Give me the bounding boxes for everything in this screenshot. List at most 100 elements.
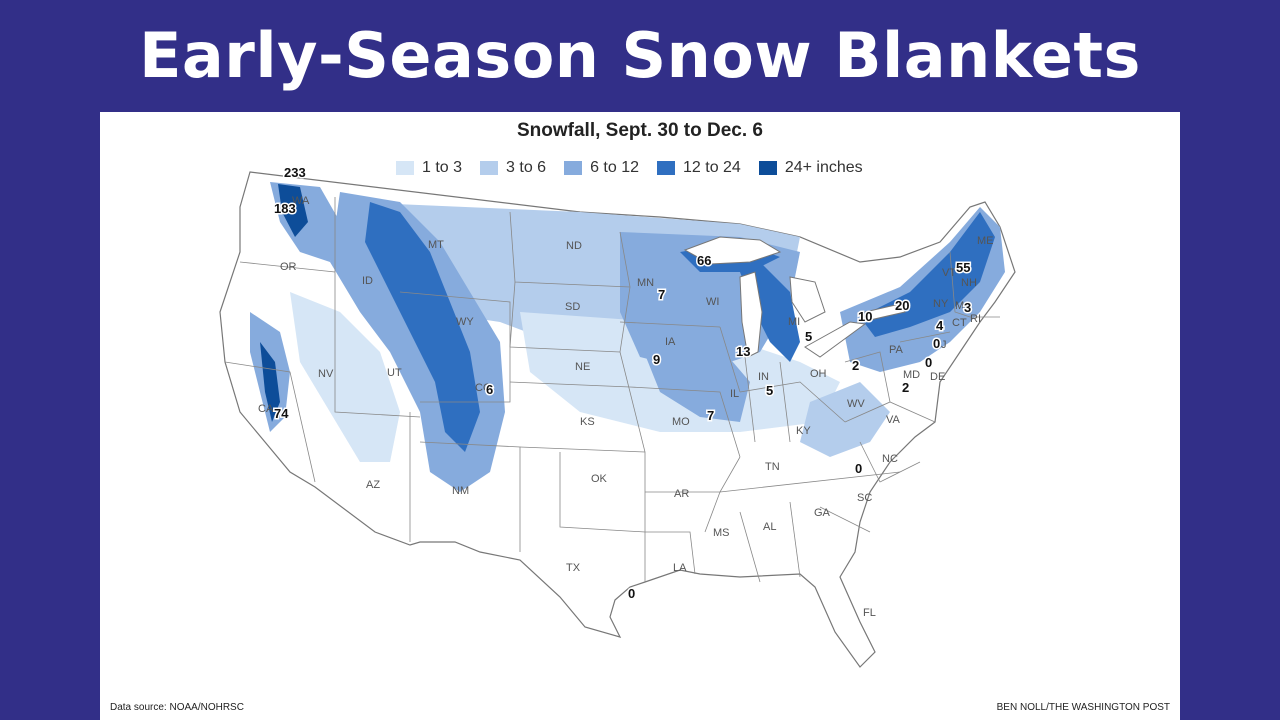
legend-item-5: 24+ inches xyxy=(758,159,863,177)
state-border xyxy=(719,326,741,393)
page-headline: Early-Season Snow Blankets xyxy=(139,19,1141,92)
state-label-co: CO xyxy=(475,382,492,394)
legend-item-3: 6 to 12 xyxy=(564,159,639,177)
snow-total-2-md: 2 xyxy=(902,380,909,395)
state-label-fl: FL xyxy=(863,607,876,619)
state-border xyxy=(739,511,761,583)
state-label-mt: MT xyxy=(428,239,444,251)
snow-region-cascades-heavy xyxy=(278,184,308,237)
snow-total-0-de: 0 xyxy=(925,355,932,370)
state-label-va: VA xyxy=(886,414,901,426)
state-border xyxy=(519,446,646,453)
legend-item-1: 1 to 3 xyxy=(396,159,462,177)
state-border xyxy=(949,251,971,318)
snow-total-6: 6 xyxy=(486,382,493,397)
state-labels: WA OR CA ID NV MT WY UT AZ CO NM ND SD N… xyxy=(258,195,994,619)
state-label-wv: WV xyxy=(847,398,865,410)
legend-swatch-4 xyxy=(657,161,675,175)
state-label-ia: IA xyxy=(665,336,676,348)
state-border xyxy=(334,197,421,418)
state-label-mn: MN xyxy=(637,277,654,289)
state-border xyxy=(619,231,646,582)
state-border xyxy=(645,531,696,575)
state-label-me: ME xyxy=(977,235,994,247)
state-label-nh: NH xyxy=(961,277,977,289)
state-label-ar: AR xyxy=(674,488,689,500)
state-label-il: IL xyxy=(730,388,739,400)
snow-total-183: 183 xyxy=(274,201,296,216)
snow-total-55: 55 xyxy=(956,260,970,275)
snow-region-appalachians xyxy=(800,382,890,457)
state-border xyxy=(739,381,846,423)
state-label-ri: RI xyxy=(970,313,981,325)
legend-item-2: 3 to 6 xyxy=(480,159,546,177)
state-label-nc: NC xyxy=(882,453,898,465)
data-source: Data source: NOAA/NOHRSC xyxy=(110,702,244,713)
state-border xyxy=(559,452,646,533)
snow-total-4: 4 xyxy=(936,318,944,333)
state-label-ky: KY xyxy=(796,425,811,437)
state-border xyxy=(789,501,801,578)
snow-total-66: 66 xyxy=(697,253,711,268)
state-label-md: MD xyxy=(903,369,920,381)
snowfall-totals: 233 183 74 6 9 7 66 13 7 5 5 10 20 55 3 … xyxy=(273,164,973,603)
snow-total-7-mo: 7 xyxy=(707,408,714,423)
state-label-nj: NJ xyxy=(933,339,946,351)
snow-total-0-nc: 0 xyxy=(855,461,862,476)
snow-cover xyxy=(250,182,1005,492)
state-border xyxy=(629,386,741,458)
state-label-wy: WY xyxy=(456,316,474,328)
legend-swatch-3 xyxy=(564,161,583,175)
state-border xyxy=(844,351,891,403)
snow-total-20: 20 xyxy=(895,298,909,313)
lake-huron xyxy=(789,276,826,323)
state-label-de: DE xyxy=(930,371,945,383)
state-borders xyxy=(224,197,1000,583)
snow-total-2-pa: 2 xyxy=(852,358,859,373)
state-label-ca: CA xyxy=(258,403,274,415)
map-legend: 1 to 3 3 to 6 6 to 12 12 to 24 24+ inche… xyxy=(396,158,863,178)
legend-swatch-2 xyxy=(480,161,499,175)
snow-total-13: 13 xyxy=(736,344,750,359)
state-label-ny: NY xyxy=(933,298,949,310)
snow-total-9: 9 xyxy=(653,352,660,367)
state-label-in: IN xyxy=(758,371,769,383)
state-label-ks: KS xyxy=(580,416,595,428)
state-label-sd: SD xyxy=(565,301,580,313)
snow-region-sierra-heavy xyxy=(260,342,280,422)
state-label-tx: TX xyxy=(566,562,581,574)
great-lakes xyxy=(683,236,906,358)
state-label-sc: SC xyxy=(857,492,872,504)
legend-swatch-5 xyxy=(758,161,777,175)
map-credit: BEN NOLL/THE WASHINGTON POST xyxy=(996,702,1170,713)
state-border xyxy=(859,441,921,483)
state-label-ct: CT xyxy=(952,317,967,329)
state-label-ms: MS xyxy=(713,527,730,539)
state-border xyxy=(399,291,511,403)
snow-total-7-mn: 7 xyxy=(658,287,665,302)
lake-ontario xyxy=(864,303,906,321)
lake-michigan xyxy=(739,271,763,358)
state-label-wa: WA xyxy=(292,195,310,207)
state-label-nm: NM xyxy=(452,485,469,497)
state-label-nd: ND xyxy=(566,240,582,252)
state-label-or: OR xyxy=(280,261,297,273)
snowfall-map-panel: Snowfall, Sept. 30 to Dec. 6 1 to 3 3 to… xyxy=(100,112,1180,720)
snow-total-0-nj: 0 xyxy=(933,336,940,351)
snow-region-rockies-heavy xyxy=(365,202,480,452)
snow-total-3: 3 xyxy=(964,300,971,315)
state-label-tn: TN xyxy=(765,461,780,473)
lake-superior xyxy=(683,236,782,265)
legend-swatch-1 xyxy=(396,161,414,175)
legend-label-4: 12 to 24 xyxy=(683,159,741,176)
us-snowfall-map: WA OR CA ID NV MT WY UT AZ CO NM ND SD N… xyxy=(219,164,1016,668)
snow-total-233: 233 xyxy=(284,165,306,180)
state-label-mi: MI xyxy=(788,316,800,328)
legend-label-1: 1 to 3 xyxy=(422,159,463,176)
state-border xyxy=(619,321,721,328)
snow-region-great-basin xyxy=(290,292,400,462)
lake-erie xyxy=(804,321,867,358)
state-border xyxy=(744,356,756,443)
snow-region-iowa-illinois xyxy=(640,342,750,422)
snow-total-0-tx: 0 xyxy=(628,586,635,601)
